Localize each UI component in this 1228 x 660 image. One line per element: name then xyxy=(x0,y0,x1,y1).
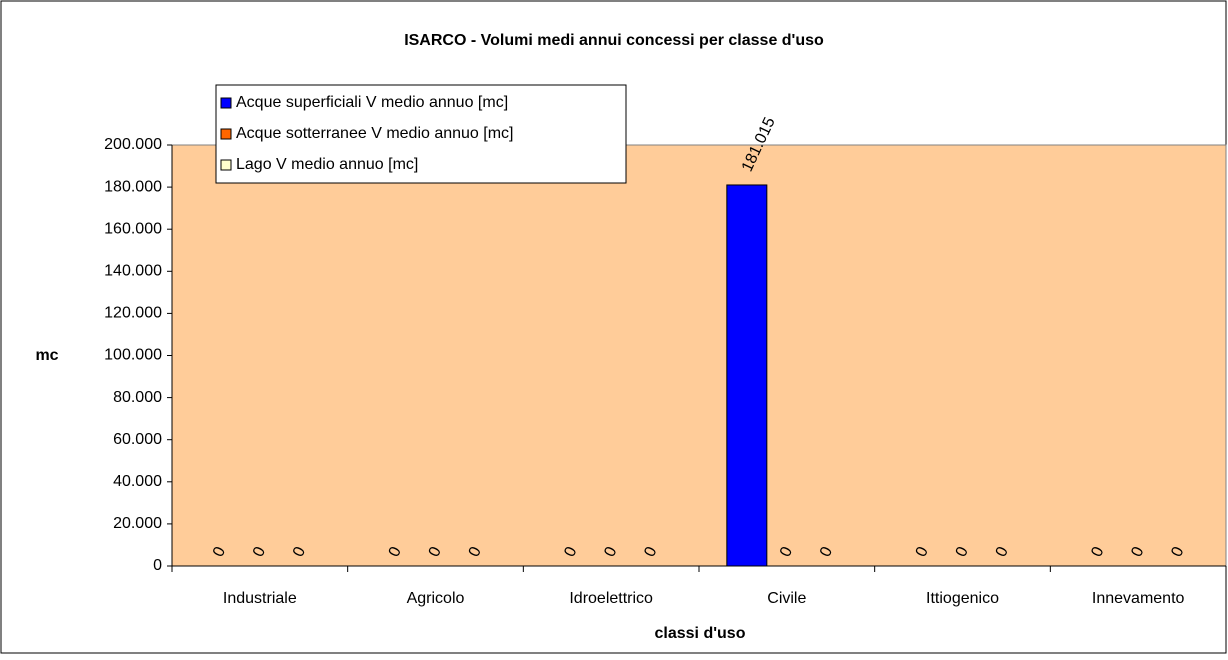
legend-swatch xyxy=(220,159,232,171)
legend-box xyxy=(215,84,627,184)
legend-label: Lago V medio annuo [mc] xyxy=(236,156,418,173)
x-tick-label: Idroelettrico xyxy=(569,590,653,607)
y-tick-label: 100.000 xyxy=(104,347,162,364)
x-tick-label: Innevamento xyxy=(1092,590,1185,607)
y-tick-label: 60.000 xyxy=(113,431,162,448)
bar xyxy=(726,184,768,567)
x-tick-label: Agricolo xyxy=(407,590,465,607)
x-tick-label: Civile xyxy=(767,590,806,607)
y-tick-label: 160.000 xyxy=(104,220,162,237)
y-tick-label: 120.000 xyxy=(104,305,162,322)
y-tick-label: 180.000 xyxy=(104,178,162,195)
y-tick-label: 140.000 xyxy=(104,263,162,280)
y-axis-label: mc xyxy=(35,347,58,364)
plot-area xyxy=(171,144,1227,567)
legend-label: Acque sotterranee V medio annuo [mc] xyxy=(236,125,514,142)
x-axis-label: classi d'uso xyxy=(655,625,746,642)
y-tick-label: 40.000 xyxy=(113,473,162,490)
y-tick-label: 80.000 xyxy=(113,389,162,406)
x-tick-label: Industriale xyxy=(223,590,297,607)
y-tick-label: 20.000 xyxy=(113,515,162,532)
x-tick-label: Ittiogenico xyxy=(926,590,999,607)
legend-swatch xyxy=(220,97,232,109)
chart-title: ISARCO - Volumi medi annui concessi per … xyxy=(404,32,824,49)
legend-label: Acque superficiali V medio annuo [mc] xyxy=(236,94,508,111)
y-tick-label: 200.000 xyxy=(104,136,162,153)
legend-swatch xyxy=(220,128,232,140)
y-tick-label: 0 xyxy=(153,557,162,574)
